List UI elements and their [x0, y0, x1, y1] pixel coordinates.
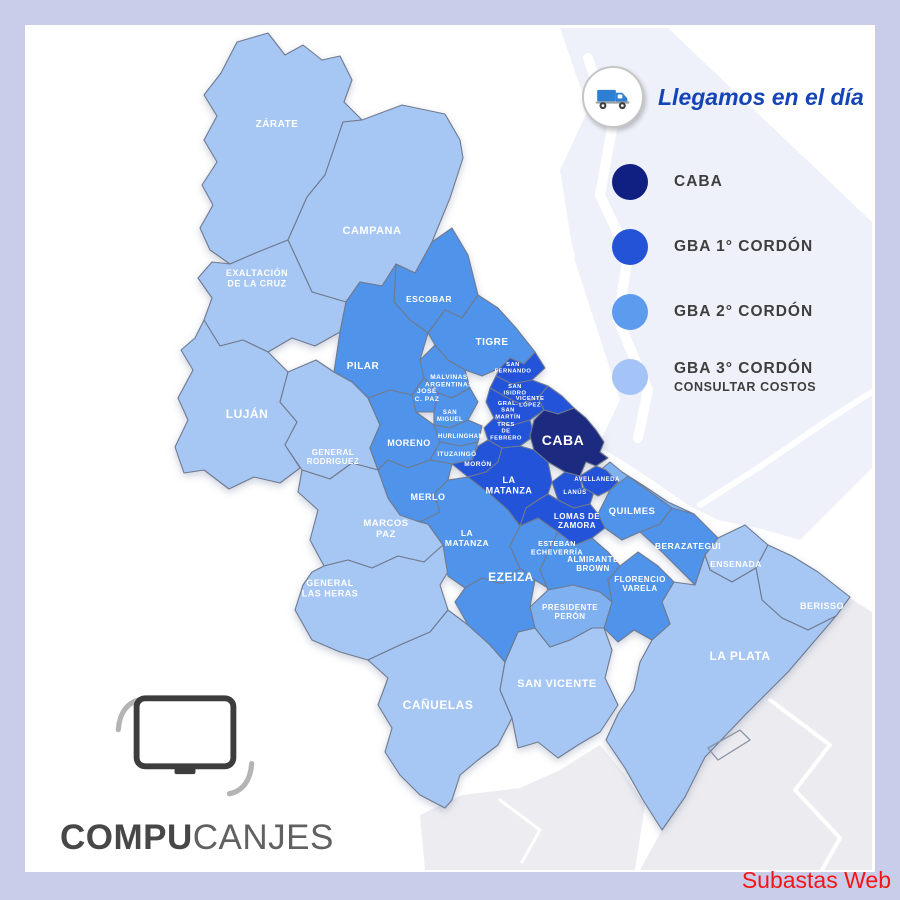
gba1-zone-dot: [612, 229, 648, 265]
map-decor: [768, 698, 842, 872]
map-label-escobar: ESCOBAR: [406, 294, 452, 304]
gba2-zone-dot: [612, 294, 648, 330]
legend-label-caba: CABA: [674, 173, 723, 190]
map-panel: ZÁRATE CAMPANA EXALTACIÓN DE LA CRUZ LUJÁN GE…: [25, 25, 875, 872]
watermark: Subastas Web: [741, 867, 891, 893]
map-label-canuelas: CAÑUELAS: [403, 697, 474, 712]
map-background: [420, 27, 875, 872]
map-label-ezeiza: EZEIZA: [488, 570, 534, 584]
map-label-san-isidro: SAN ISIDRO: [504, 384, 527, 397]
same-day-banner: Llegamos en el día: [582, 66, 864, 128]
map-label-caba: CABA: [542, 432, 584, 448]
map-label-ensenada: ENSENADA: [710, 559, 762, 569]
map-decor: [498, 798, 542, 864]
map-label-san-miguel: SAN MIGUEL: [437, 410, 463, 423]
truck-icon: [582, 66, 644, 128]
map-decor: [475, 27, 575, 258]
map-label-almirante-brown: ALMIRANTE BROWN: [567, 555, 619, 573]
map-label-esteban-echeverria: ESTEBAN ECHEVERRÍA: [531, 539, 583, 556]
legend-item-caba: CABA: [612, 164, 816, 200]
map-label-hurlingham: HURLINGHAM: [438, 434, 484, 440]
compucanjes-logo: COMPUCANJES: [60, 685, 333, 858]
map-label-moron: MORÓN: [464, 459, 491, 468]
map-label-malvinas-argentinas: MALVINAS ARGENTINAS: [425, 374, 473, 388]
legend-item-gba2: GBA 2° CORDÓN: [612, 294, 816, 330]
delivery-zones-map: ZÁRATE CAMPANA EXALTACIÓN DE LA CRUZ LUJÁN GE…: [174, 27, 875, 872]
legend-label-gba3: GBA 3° CORDÓN: [674, 360, 814, 377]
map-label-merlo: MERLO: [411, 492, 446, 502]
map-label-san-vicente: SAN VICENTE: [517, 678, 596, 690]
map-label-zarate: ZÁRATE: [256, 117, 299, 130]
map-label-florencio-varela: FLORENCIO VARELA: [614, 575, 666, 593]
region-caba: [529, 407, 609, 477]
region-san-vicente: [499, 627, 619, 759]
map-label-presidente-peron: PRESIDENTE PERÓN: [542, 603, 598, 621]
logo-wordmark-bold: COMPU: [60, 818, 193, 857]
legend-label-gba1: GBA 1° CORDÓN: [674, 238, 814, 255]
map-label-moreno: MORENO: [387, 438, 431, 448]
region-berazategui: [639, 507, 719, 586]
region-tigre: [427, 294, 536, 377]
region-gral-san-martin: [485, 387, 545, 427]
map-label-marcos-paz: MARCOS PAZ: [363, 518, 408, 540]
region-presidente-peron: [529, 584, 613, 648]
map-label-pilar: PILAR: [347, 361, 380, 372]
map-label-vicente-lopez: VICENTE LÓPEZ: [516, 396, 545, 409]
region-canuelas: [367, 609, 513, 809]
logo-wordmark: COMPUCANJES: [60, 818, 333, 858]
map-label-ituzaingo: ITUZAINGÓ: [437, 449, 476, 458]
map-regions: [174, 32, 851, 831]
legend-sublabel-gba3: CONSULTAR COSTOS: [674, 380, 817, 394]
region-lujan: [174, 319, 301, 490]
region-lomas-de-zamora: [519, 493, 606, 546]
map-label-lanus: LANÚS: [563, 489, 586, 496]
map-overlays: [707, 729, 752, 761]
map-label-la-matanza-sur: LA MATANZA: [445, 528, 489, 548]
gba3-zone-dot: [612, 359, 648, 395]
zones-legend: CABA GBA 1° CORDÓN GBA 2° CORDÓN GBA 3° …: [612, 164, 816, 424]
logo-wordmark-light: CANJES: [192, 818, 334, 857]
map-label-campana: CAMPANA: [343, 225, 402, 237]
region-avellaneda: [579, 465, 619, 497]
map-label-general-las-heras: GENERAL LAS HERAS: [302, 578, 359, 598]
map-label-tres-de-febrero: TRES DE FEBRERO: [490, 422, 522, 441]
map-label-san-fernando: SAN FERNANDO: [495, 362, 532, 375]
map-decor: [560, 28, 872, 540]
legend-item-gba3: GBA 3° CORDÓN CONSULTAR COSTOS: [612, 359, 816, 395]
truck-icon-glyph: [595, 89, 630, 110]
map-labels: ZÁRATE CAMPANA EXALTACIÓN DE LA CRUZ LUJÁN GE…: [226, 117, 844, 712]
map-label-avellaneda: AVELLANEDA: [574, 477, 620, 483]
map-label-gral-san-martin: GRAL. SAN MARTÍN: [495, 401, 521, 420]
map-label-la-matanza-norte: LA MATANZA: [486, 475, 533, 495]
map-decor: [640, 598, 872, 870]
map-decor: [697, 389, 875, 508]
map-label-tigre: TIGRE: [475, 337, 508, 348]
caba-zone-dot: [612, 164, 648, 200]
map-label-jose-c-paz: JOSÉ C. PAZ: [415, 386, 440, 403]
map-label-general-rodriguez: GENERAL RODRIGUEZ: [307, 448, 360, 466]
map-label-la-plata: LA PLATA: [709, 649, 770, 663]
same-day-label: Llegamos en el día: [658, 83, 864, 110]
map-decor: [420, 745, 645, 870]
map-label-berazategui: BERAZATEGUI: [655, 541, 721, 551]
legend-label-gba2: GBA 2° CORDÓN: [674, 303, 814, 320]
map-label-lujan: LUJÁN: [226, 406, 269, 421]
map-label-quilmes: QUILMES: [609, 506, 656, 517]
map-label-berisso: BERISSO: [800, 601, 844, 611]
map-label-lomas-de-zamora: LOMAS DE ZAMORA: [554, 512, 600, 530]
map-label-exaltacion-de-la-cruz: EXALTACIÓN DE LA CRUZ: [226, 267, 288, 288]
map-decor: [707, 729, 752, 761]
monitor-icon: [115, 695, 255, 797]
legend-item-gba1: GBA 1° CORDÓN: [612, 229, 816, 265]
